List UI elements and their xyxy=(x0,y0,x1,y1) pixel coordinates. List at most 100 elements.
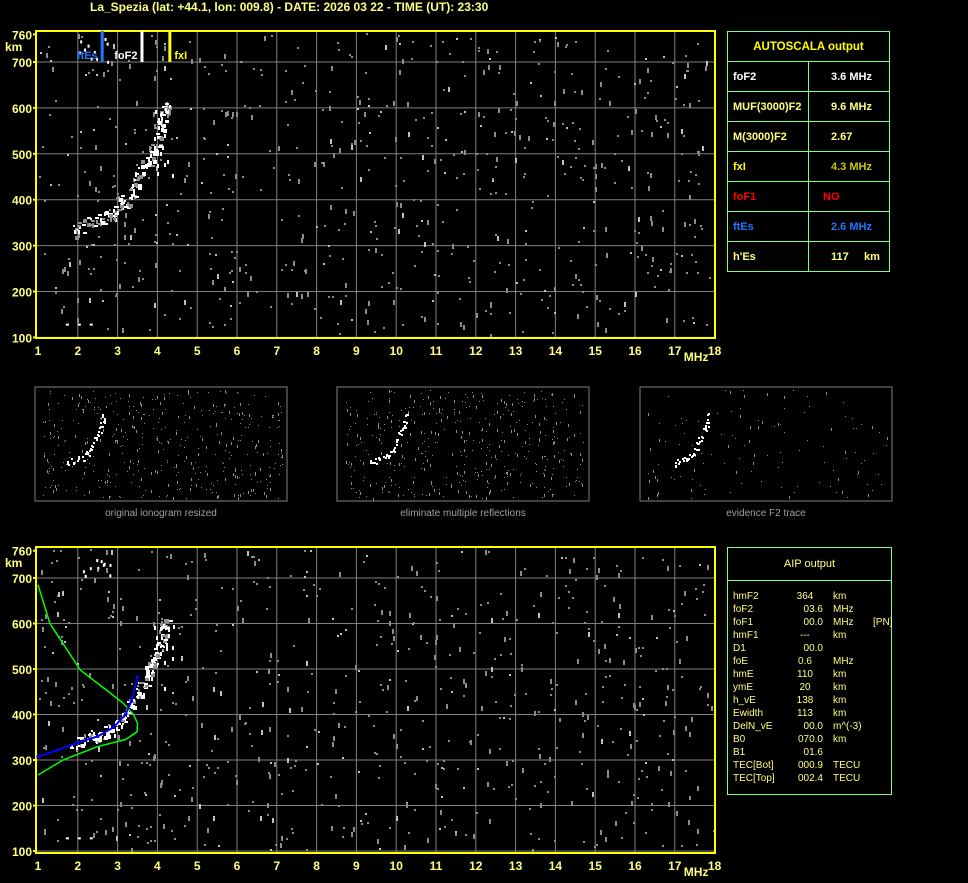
noise-dot xyxy=(280,406,281,407)
aip-unit: MHz xyxy=(833,617,854,628)
noise-dot xyxy=(516,619,518,621)
trace-dot xyxy=(698,449,700,451)
noise-dot xyxy=(174,467,175,468)
noise-dot xyxy=(260,189,262,191)
noise-dot xyxy=(258,440,259,443)
trace-dot xyxy=(87,453,89,455)
noise-dot xyxy=(277,681,279,683)
noise-dot xyxy=(287,124,289,126)
noise-dot xyxy=(235,775,237,777)
noise-dot xyxy=(566,127,568,129)
noise-dot xyxy=(304,576,306,578)
trace-dot xyxy=(85,453,87,455)
noise-dot xyxy=(50,391,51,392)
noise-dot xyxy=(190,488,191,491)
noise-dot xyxy=(558,247,560,249)
f2-echo xyxy=(78,230,80,234)
noise-dot xyxy=(781,487,782,488)
noise-dot xyxy=(634,230,636,232)
noise-dot xyxy=(176,430,177,431)
noise-dot xyxy=(141,417,142,420)
noise-dot xyxy=(278,146,280,151)
noise-dot xyxy=(469,281,471,283)
noise-dot xyxy=(578,148,580,150)
noise-dot xyxy=(521,664,523,666)
noise-dot xyxy=(586,611,588,613)
noise-dot xyxy=(76,409,77,410)
noise-dot xyxy=(355,711,357,713)
noise-dot xyxy=(151,490,152,493)
noise-dot xyxy=(439,410,440,413)
noise-dot xyxy=(861,424,862,425)
aip-param: B1 xyxy=(733,747,746,758)
noise-dot xyxy=(529,808,531,810)
noise-dot xyxy=(668,289,670,291)
noise-dot xyxy=(502,618,504,620)
noise-dot xyxy=(77,195,79,197)
noise-dot xyxy=(401,444,402,447)
noise-dot xyxy=(525,441,526,444)
f2-echo xyxy=(151,673,155,677)
autoscala-row: fxI 4.3 MHz xyxy=(727,151,890,182)
f2-echo xyxy=(89,734,93,738)
noise-dot xyxy=(436,413,437,414)
noise-dot xyxy=(403,180,405,182)
f2-echo xyxy=(110,217,112,219)
noise-dot xyxy=(227,761,229,763)
noise-dot xyxy=(579,128,581,130)
noise-dot xyxy=(185,563,187,565)
noise-dot xyxy=(439,828,441,830)
noise-dot xyxy=(178,455,179,456)
noise-dot xyxy=(493,788,495,790)
noise-dot xyxy=(704,614,706,616)
noise-dot xyxy=(427,137,429,139)
noise-dot xyxy=(278,414,279,415)
noise-dot xyxy=(100,256,102,258)
noise-dot xyxy=(676,253,678,255)
noise-dot xyxy=(155,263,157,268)
noise-dot xyxy=(540,431,541,434)
noise-dot xyxy=(651,809,653,811)
noise-dot xyxy=(539,40,541,42)
noise-dot xyxy=(456,466,457,467)
noise-dot xyxy=(278,402,279,405)
noise-dot xyxy=(616,634,618,636)
noise-dot xyxy=(695,588,697,590)
noise-dot xyxy=(697,272,699,274)
echo-dot xyxy=(93,50,96,54)
noise-dot xyxy=(357,96,359,98)
noise-dot xyxy=(430,402,431,405)
noise-dot xyxy=(585,693,587,695)
param-value: NO xyxy=(808,181,890,212)
noise-dot xyxy=(160,402,161,405)
noise-dot xyxy=(686,420,687,421)
noise-dot xyxy=(427,220,429,225)
noise-dot xyxy=(691,498,692,499)
noise-dot xyxy=(256,291,258,293)
trace-dot xyxy=(708,422,710,424)
noise-dot xyxy=(466,456,467,457)
noise-dot xyxy=(665,701,667,706)
y-tick-label: 700 xyxy=(12,572,32,586)
noise-dot xyxy=(368,715,370,717)
noise-dot xyxy=(547,195,549,197)
noise-dot xyxy=(195,462,196,463)
noise-dot xyxy=(413,407,414,408)
f2-echo xyxy=(154,148,158,152)
noise-dot xyxy=(257,452,258,453)
noise-dot xyxy=(681,845,683,847)
noise-dot xyxy=(421,251,423,253)
noise-dot xyxy=(483,116,485,118)
noise-dot xyxy=(574,140,576,142)
x-tick-label: 16 xyxy=(628,859,642,873)
aip-row: foF2 03.6 MHz xyxy=(733,603,891,616)
noise-dot xyxy=(460,421,461,422)
f2-echo xyxy=(109,725,111,729)
noise-dot xyxy=(596,844,598,846)
noise-dot xyxy=(685,726,687,731)
noise-dot xyxy=(306,746,308,748)
noise-dot xyxy=(546,138,548,140)
noise-dot xyxy=(56,560,58,562)
trace-dot xyxy=(678,463,680,465)
noise-dot xyxy=(511,784,513,786)
